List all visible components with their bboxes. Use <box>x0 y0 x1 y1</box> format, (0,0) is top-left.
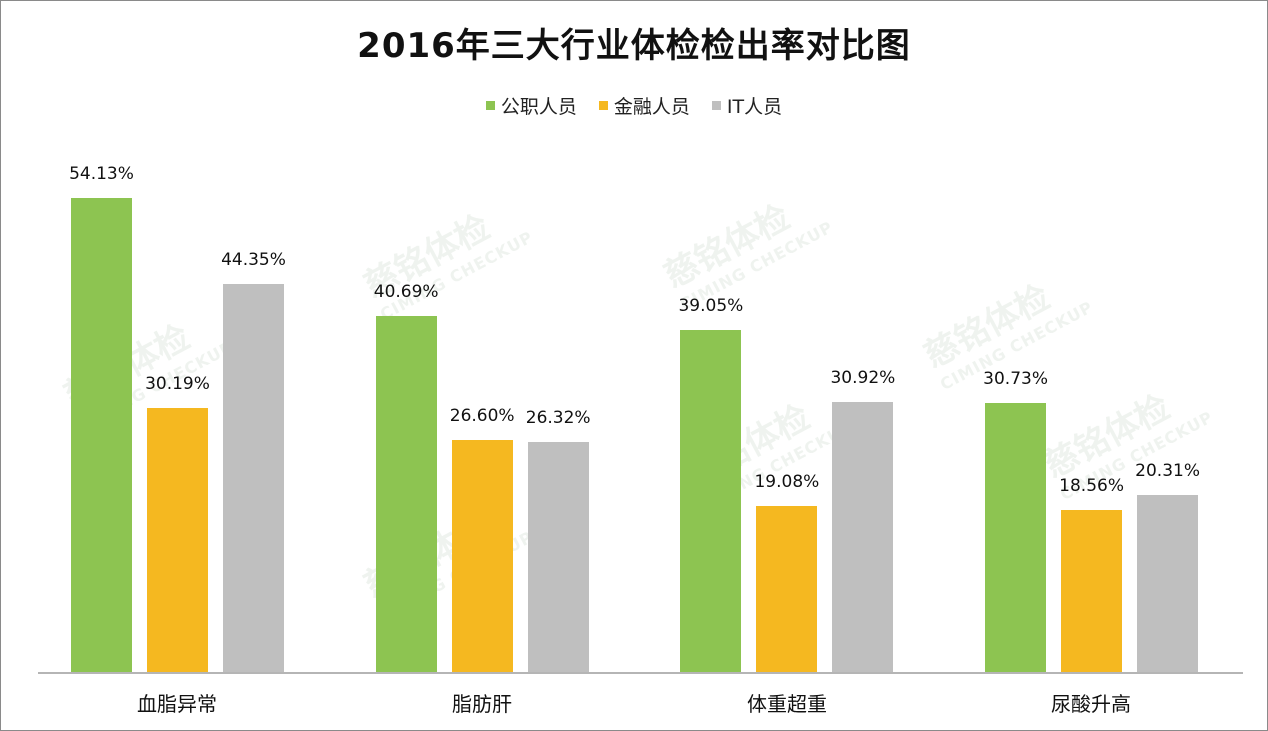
bar[interactable] <box>451 439 513 673</box>
bar[interactable] <box>1137 494 1199 673</box>
data-label: 30.73% <box>983 369 1048 390</box>
data-label: 26.32% <box>525 408 591 429</box>
bar[interactable] <box>71 198 132 673</box>
legend-label: IT人员 <box>726 96 783 118</box>
bar[interactable] <box>147 408 208 673</box>
bar[interactable] <box>832 401 894 673</box>
category-label: 脂肪肝 <box>452 692 512 716</box>
category-label: 尿酸升高 <box>1051 692 1131 716</box>
data-label: 20.31% <box>1135 460 1200 481</box>
bar[interactable] <box>680 330 742 673</box>
legend-label: 公职人员 <box>500 96 577 118</box>
data-label: 30.92% <box>830 367 896 388</box>
chart-title: 2016年三大行业体检检出率对比图 <box>357 26 911 66</box>
legend-item-civil-servants[interactable]: 公职人员 <box>485 92 577 119</box>
chart-legend: 公职人员 金融人员 IT人员 <box>0 92 1268 119</box>
bar[interactable] <box>527 442 589 673</box>
data-label: 30.19% <box>145 374 210 395</box>
legend-item-finance[interactable]: 金融人员 <box>598 92 690 119</box>
legend-swatch-gray-icon <box>711 101 721 110</box>
legend-label: 金融人员 <box>613 96 690 118</box>
data-label: 40.69% <box>373 281 439 302</box>
data-label: 54.13% <box>69 164 134 184</box>
x-axis-line <box>38 672 1243 674</box>
legend-swatch-green-icon <box>485 101 495 110</box>
bar[interactable] <box>375 315 437 673</box>
data-label: 18.56% <box>1059 476 1124 497</box>
data-label: 39.05% <box>678 296 744 317</box>
legend-swatch-orange-icon <box>598 101 608 110</box>
category-label: 体重超重 <box>747 692 827 716</box>
data-label: 19.08% <box>754 471 820 492</box>
data-label: 44.35% <box>221 249 286 270</box>
bar[interactable] <box>1061 510 1123 673</box>
bar[interactable] <box>985 403 1047 673</box>
legend-item-it[interactable]: IT人员 <box>711 92 783 119</box>
bar[interactable] <box>756 505 818 673</box>
bar[interactable] <box>223 283 284 673</box>
data-label: 26.60% <box>449 405 515 426</box>
category-label: 血脂异常 <box>137 692 217 716</box>
